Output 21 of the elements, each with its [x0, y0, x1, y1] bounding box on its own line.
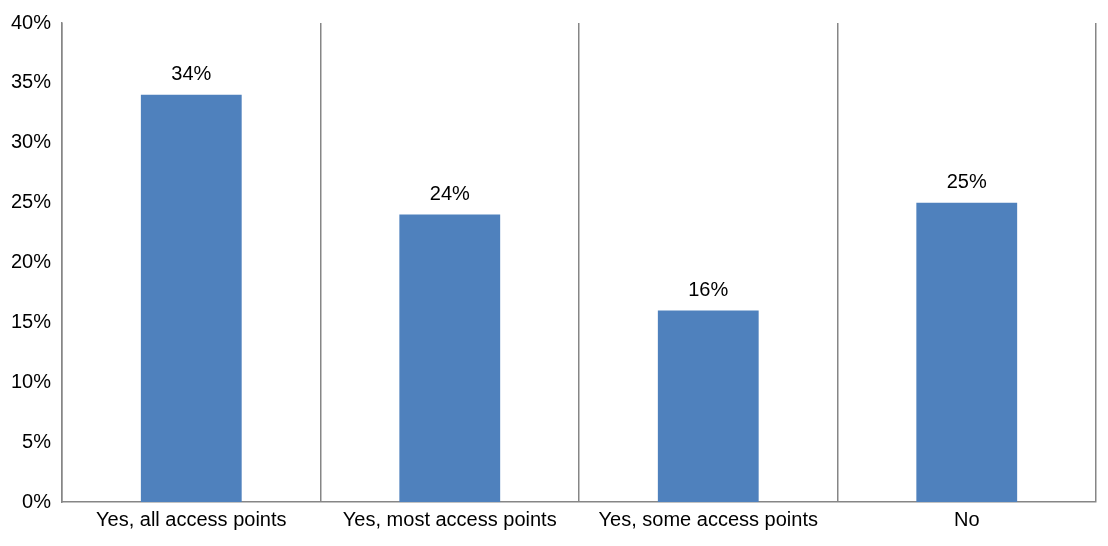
- y-tick-label: 20%: [11, 250, 52, 273]
- bar: [916, 202, 1018, 502]
- y-tick-label: 40%: [11, 10, 52, 33]
- x-tick-label: Yes, all access points: [96, 507, 287, 530]
- bar: [399, 214, 501, 502]
- x-tick-label: Yes, some access points: [598, 507, 818, 530]
- y-tick-label: 10%: [11, 369, 52, 392]
- y-tick-label: 30%: [11, 130, 52, 153]
- y-tick-label: 15%: [11, 309, 52, 332]
- x-tick-label: No: [953, 507, 980, 530]
- y-tick-label: 5%: [22, 429, 52, 452]
- x-tick-label: Yes, most access points: [342, 507, 557, 530]
- bar: [657, 310, 759, 502]
- y-tick-label: 25%: [11, 190, 52, 213]
- y-tick-label: 35%: [11, 70, 52, 93]
- data-label: 24%: [429, 182, 470, 205]
- data-label: 25%: [946, 170, 987, 193]
- y-tick-label: 0%: [22, 489, 52, 512]
- bar: [140, 94, 242, 502]
- data-label: 16%: [688, 277, 729, 300]
- data-label: 34%: [171, 62, 212, 85]
